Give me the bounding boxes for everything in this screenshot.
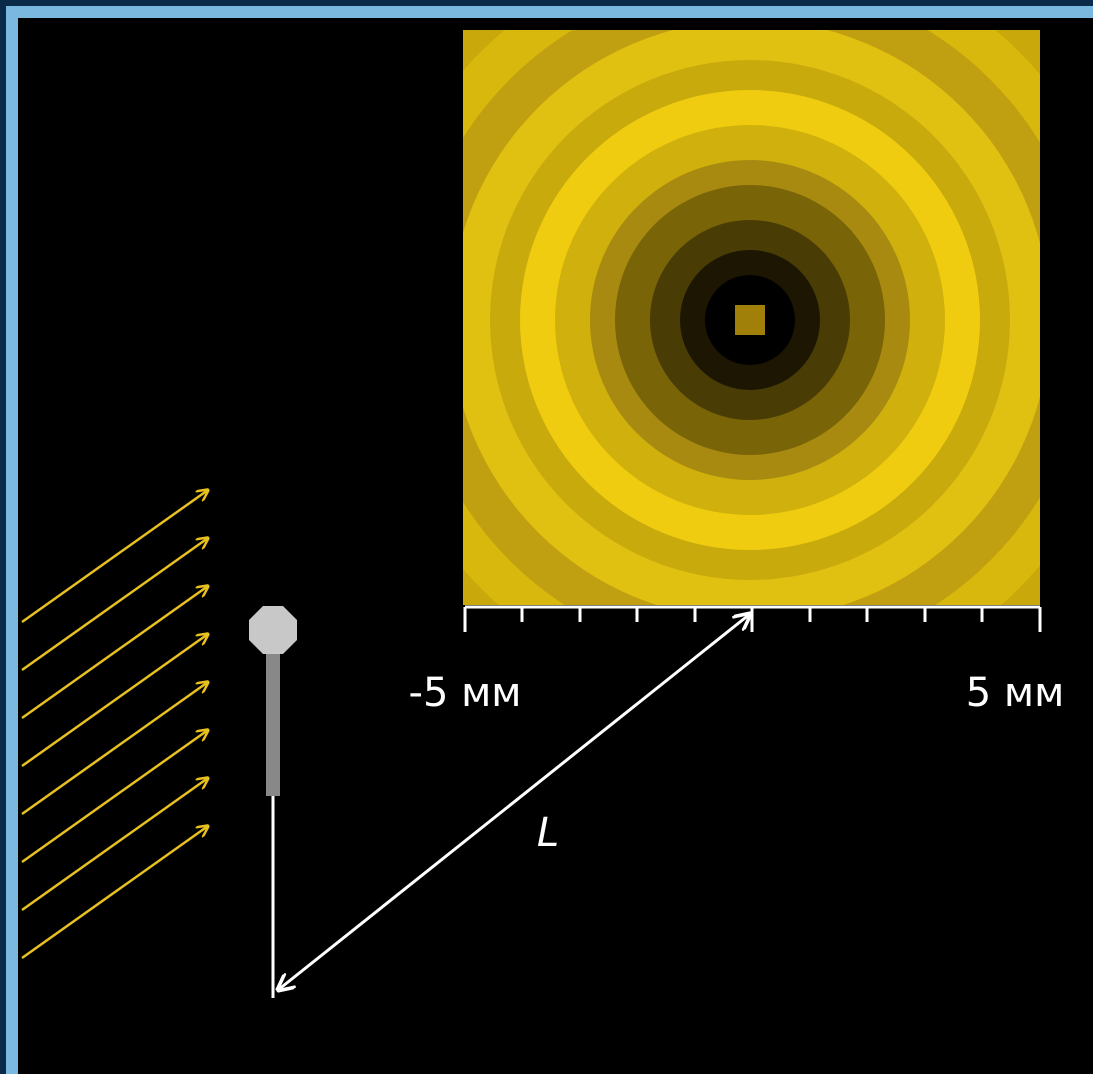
scale-min-label: -5 мм <box>409 670 522 716</box>
scale-max-label: 5 мм <box>966 670 1065 716</box>
distance-arrow <box>278 614 750 990</box>
distance-label: L <box>537 810 559 856</box>
diffraction-pattern <box>463 30 1040 605</box>
incident-light <box>21 490 208 960</box>
